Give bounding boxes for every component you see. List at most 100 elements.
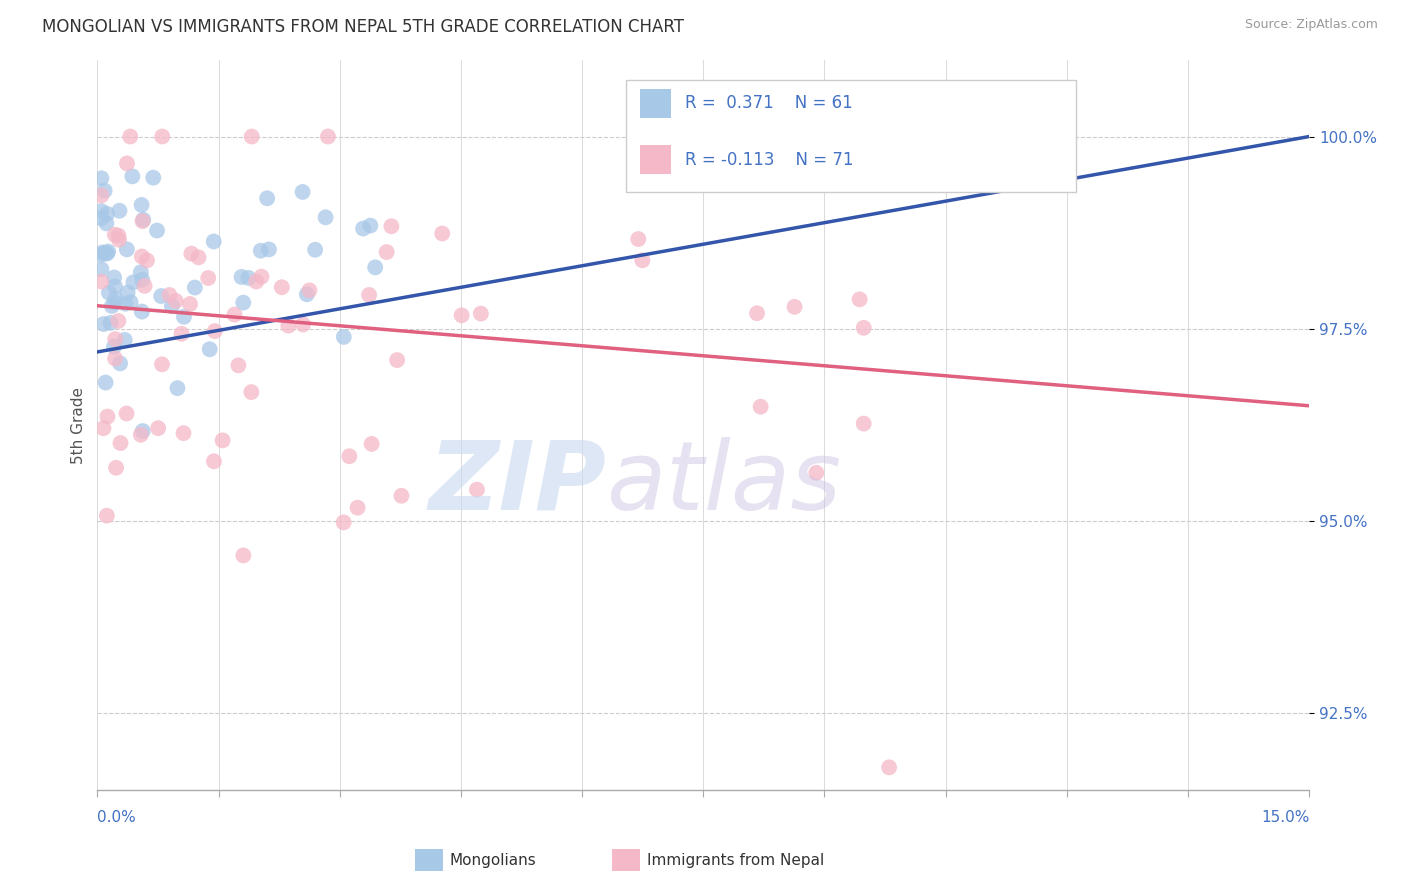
Point (150, 289, 173, 303)
Point (146, 421, 169, 435)
Point (90, 247, 112, 261)
Point (250, 269, 273, 284)
Point (129, 265, 152, 279)
Text: 0.0%: 0.0% (97, 810, 136, 824)
Point (256, 191, 278, 205)
Point (142, 170, 165, 185)
Point (197, 271, 219, 285)
Point (120, 129, 142, 144)
Point (104, 292, 127, 306)
Point (184, 280, 207, 294)
Point (94, 246, 117, 260)
Point (240, 129, 263, 144)
Point (364, 260, 387, 275)
Point (465, 483, 488, 497)
Point (852, 320, 875, 334)
Point (96, 508, 118, 523)
Point (385, 353, 408, 368)
Point (115, 243, 138, 257)
Point (131, 273, 153, 287)
Point (337, 449, 360, 463)
Point (806, 466, 828, 480)
Point (104, 227, 127, 242)
Point (295, 287, 318, 301)
Point (848, 293, 870, 307)
Point (304, 243, 326, 257)
Point (432, 227, 454, 241)
Point (96, 409, 118, 424)
Point (121, 169, 143, 184)
Point (96, 207, 118, 221)
Point (224, 308, 246, 322)
Point (90, 275, 112, 289)
Point (450, 308, 472, 322)
Point (90, 262, 112, 277)
Point (359, 219, 381, 233)
Point (131, 250, 153, 264)
Point (150, 129, 173, 144)
Point (104, 332, 127, 346)
Text: 15.0%: 15.0% (1261, 810, 1309, 824)
Point (749, 400, 772, 414)
Point (131, 304, 153, 318)
Point (228, 359, 250, 373)
Point (90, 171, 112, 186)
Point (853, 129, 876, 144)
Point (231, 269, 253, 284)
Text: R =  0.371    N = 61: R = 0.371 N = 61 (685, 95, 852, 112)
Point (316, 129, 339, 144)
Point (110, 436, 132, 450)
Point (179, 297, 201, 311)
Point (380, 219, 402, 234)
Point (97, 285, 120, 300)
Point (100, 316, 122, 330)
Point (877, 760, 900, 774)
Point (122, 275, 145, 289)
Point (277, 318, 299, 333)
Point (105, 460, 128, 475)
Point (108, 233, 131, 247)
Point (291, 185, 314, 199)
Point (180, 246, 202, 260)
Point (170, 326, 193, 341)
Point (352, 221, 374, 235)
Point (91, 245, 114, 260)
Point (159, 288, 181, 302)
Text: Mongolians: Mongolians (450, 854, 537, 868)
Point (333, 330, 356, 344)
Point (108, 203, 131, 218)
Point (160, 299, 183, 313)
Text: atlas: atlas (606, 437, 841, 530)
Point (375, 245, 398, 260)
Point (90, 188, 112, 202)
Point (783, 300, 806, 314)
Point (114, 333, 136, 347)
Point (315, 211, 337, 225)
Point (935, 129, 957, 144)
Text: ZIP: ZIP (429, 437, 606, 530)
Point (103, 270, 125, 285)
Point (107, 228, 129, 243)
Point (198, 343, 221, 357)
Point (115, 407, 138, 421)
Point (202, 454, 225, 468)
Point (852, 417, 875, 431)
Point (136, 253, 159, 268)
Point (120, 295, 142, 310)
Point (232, 295, 254, 310)
Point (238, 271, 260, 285)
Point (108, 356, 131, 370)
Point (146, 223, 169, 237)
Point (745, 306, 768, 320)
Point (90, 204, 112, 219)
Point (232, 549, 254, 563)
Point (90, 211, 112, 226)
Point (131, 198, 153, 212)
Point (114, 296, 136, 310)
Point (202, 235, 225, 249)
Y-axis label: 5th Grade: 5th Grade (72, 386, 86, 464)
Point (631, 253, 654, 268)
Point (132, 212, 155, 227)
Point (104, 351, 127, 366)
Point (93, 317, 115, 331)
